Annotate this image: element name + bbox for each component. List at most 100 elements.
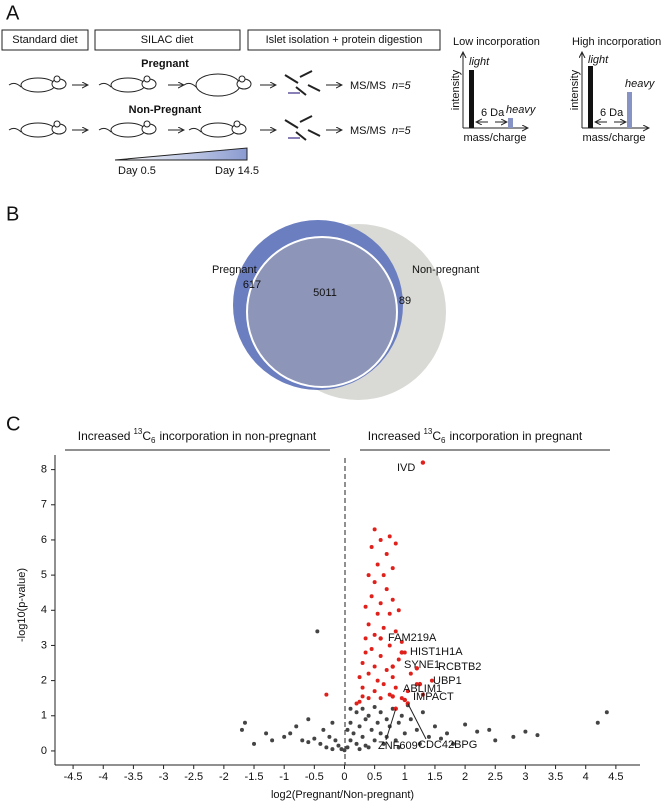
schematic (8, 70, 342, 141)
mouse-ear (53, 75, 61, 83)
point (369, 544, 374, 549)
y-tick-label: 8 (41, 464, 47, 476)
group-label: Pregnant (141, 58, 189, 70)
point (420, 692, 425, 697)
point (360, 734, 365, 739)
point-label: IMPACT (413, 691, 454, 703)
point (357, 699, 362, 704)
point (475, 729, 480, 734)
point (420, 460, 426, 465)
point (348, 738, 353, 743)
point (363, 604, 368, 609)
point (264, 731, 269, 736)
mouse-body (20, 122, 56, 138)
point (390, 597, 395, 602)
tail (98, 82, 112, 88)
point (372, 689, 377, 694)
point (312, 736, 317, 741)
n-label: n=5 (392, 80, 412, 92)
x-tick-label: -4 (98, 771, 108, 783)
point (399, 650, 404, 655)
point (535, 733, 540, 738)
point (408, 717, 413, 722)
point (348, 706, 353, 711)
x-tick-label: 1 (402, 771, 408, 783)
point (445, 731, 450, 736)
point (399, 713, 404, 718)
point (315, 629, 320, 634)
point (324, 745, 329, 750)
point (378, 696, 383, 701)
x-tick-label: -0.5 (305, 771, 324, 783)
heavy-peak (508, 118, 513, 128)
point (493, 738, 498, 743)
point (384, 668, 389, 673)
panel-label: A (6, 2, 20, 24)
count-label: 617 (243, 279, 261, 291)
point (378, 537, 383, 542)
shift-label: 6 Da (600, 107, 624, 119)
shift-label: 6 Da (481, 107, 505, 119)
peptide (284, 119, 299, 129)
overlap-circle (246, 236, 398, 388)
point (387, 534, 392, 539)
point (414, 682, 419, 687)
point (360, 706, 365, 711)
point (393, 629, 398, 634)
axis-label: mass/charge (583, 132, 646, 144)
point (393, 685, 398, 690)
point (351, 731, 356, 736)
spectrum-title: Low incorporation (453, 36, 540, 48)
y-axis-label: -log10(p-value) (16, 568, 28, 642)
mouse-ear (143, 75, 151, 83)
y-tick-label: 1 (41, 710, 47, 722)
step-label: Standard diet (12, 34, 77, 46)
point (384, 587, 389, 592)
point-label: UBP1 (433, 675, 462, 687)
point (357, 747, 362, 752)
x-tick-label: 0.5 (367, 771, 382, 783)
x-tick-label: 4 (583, 771, 589, 783)
point (381, 573, 386, 578)
annotation-part: 6 (151, 436, 156, 445)
x-tick-label: -3 (159, 771, 169, 783)
point (333, 738, 338, 743)
peptide (299, 70, 313, 78)
y-tick-label: 4 (41, 604, 47, 616)
mouse-body (110, 77, 146, 93)
count-label: 89 (399, 295, 411, 307)
point (360, 685, 365, 690)
y-tick-label: 0 (41, 745, 47, 757)
point (399, 639, 404, 644)
x-tick-label: -2 (219, 771, 229, 783)
count-label: 5011 (313, 287, 337, 299)
step-box (1, 29, 89, 51)
n-label: n=5 (392, 125, 412, 137)
y-tick-label: 6 (41, 534, 47, 546)
mouse-body (200, 122, 236, 138)
tail (183, 82, 197, 88)
x-tick-label: -1 (279, 771, 289, 783)
point (300, 738, 305, 743)
step-label: SILAC diet (141, 34, 194, 46)
tail (188, 127, 202, 133)
point (378, 731, 383, 736)
point (369, 646, 374, 651)
point (378, 653, 383, 658)
point (306, 740, 311, 745)
set-label: Non-pregnant (412, 264, 479, 276)
point (366, 745, 371, 750)
point (348, 720, 353, 725)
point (396, 608, 401, 613)
point-label: RCBTB2 (438, 661, 481, 673)
point (294, 724, 299, 729)
leader (385, 708, 397, 741)
point (396, 657, 401, 662)
point (402, 731, 407, 736)
point (327, 734, 332, 739)
axis-label: intensity (569, 69, 581, 110)
peptide (307, 84, 321, 92)
annotation-part: 13 (423, 427, 432, 436)
point (357, 675, 362, 680)
